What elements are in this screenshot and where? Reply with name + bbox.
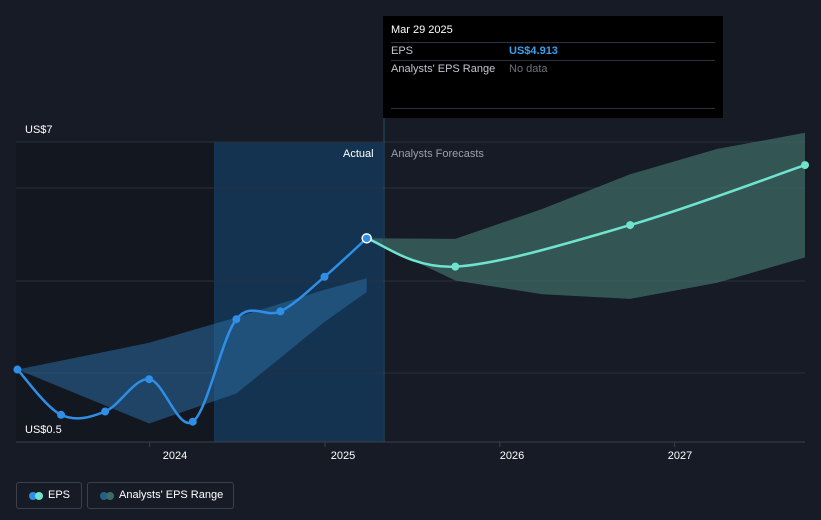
eps-forecast-line: [366, 163, 806, 268]
x-tick-2025: 2025: [330, 450, 356, 462]
eps-actual-point-7: [320, 272, 329, 281]
eps-actual-point-0: [13, 365, 22, 374]
eps-actual-point-4: [188, 417, 197, 426]
tooltip-range-value: No data: [509, 63, 548, 75]
eps-forecast-point-1: [451, 262, 460, 271]
tooltip-range-label: Analysts' EPS Range: [391, 63, 496, 75]
tooltip-eps-value: US$4.913: [509, 45, 558, 57]
x-tick-2026: 2026: [499, 450, 525, 462]
eps-forecast-point-3: [801, 161, 809, 170]
tooltip: Mar 29 2025 EPS US$4.913 Analysts' EPS R…: [383, 16, 723, 118]
tooltip-divider: [391, 108, 715, 109]
forecast-range-band: [366, 132, 805, 299]
eps-forecast-point-2: [626, 221, 635, 230]
eps-actual-point-1: [57, 410, 66, 419]
x-tick-2027: 2027: [667, 450, 693, 462]
eps-actual-point-6: [276, 307, 285, 316]
legend-range-button[interactable]: Analysts' EPS Range: [87, 482, 234, 509]
range-legend-icon: [100, 492, 116, 500]
x-tick-2024: 2024: [162, 450, 188, 462]
legend-eps-button[interactable]: EPS: [16, 482, 82, 509]
eps-actual-point-2: [101, 407, 110, 416]
legend-range-label: Analysts' EPS Range: [119, 489, 224, 501]
tooltip-date: Mar 29 2025: [391, 24, 453, 36]
tooltip-eps-row: EPS US$4.913: [391, 42, 715, 60]
legend-eps-label: EPS: [48, 489, 71, 501]
eps-actual-point-5: [232, 315, 241, 324]
y-tick-label-bottom: US$0.5: [25, 424, 62, 436]
y-tick-label-top: US$7: [25, 124, 53, 136]
tooltip-eps-label: EPS: [391, 45, 414, 57]
actual-label: Actual: [343, 148, 374, 160]
tooltip-range-row: Analysts' EPS Range No data: [391, 60, 715, 78]
eps-legend-icon: [29, 492, 45, 500]
eps-highlighted-point: [361, 233, 372, 244]
forecast-label: Analysts Forecasts: [391, 148, 484, 160]
eps-actual-point-3: [145, 375, 154, 384]
